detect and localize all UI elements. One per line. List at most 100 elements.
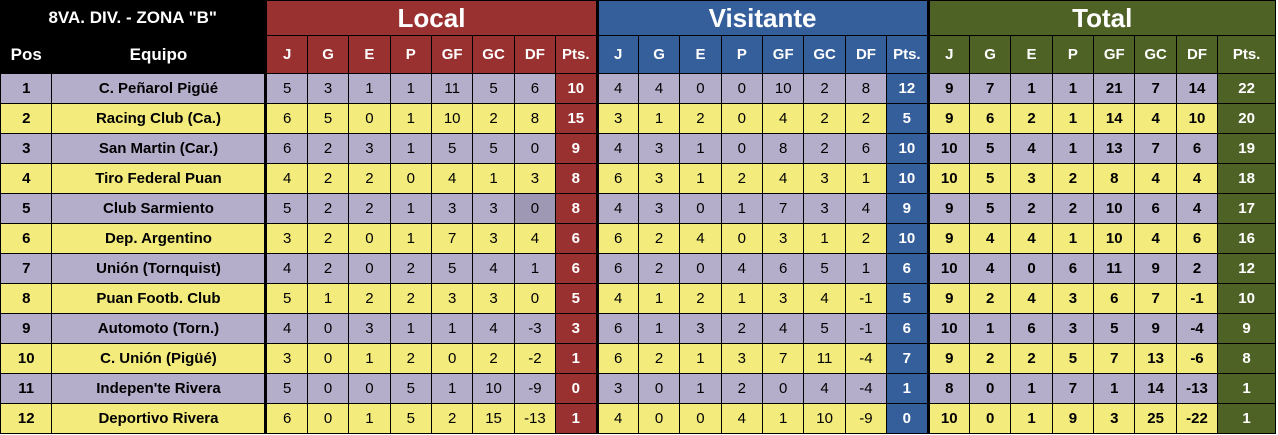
visit-stat-cell: 0 <box>637 403 681 434</box>
visit-stat-cell: 4 <box>595 73 639 104</box>
visit-stat-cell: 1 <box>762 403 805 434</box>
total-stat-cell: 4 <box>968 253 1012 284</box>
team-name-cell: Indepen'te Rivera <box>51 373 267 404</box>
total-stat-cell: 7 <box>1134 73 1177 104</box>
visit-stat-cell: 1 <box>720 193 764 224</box>
table-row: 5 Club Sarmiento 5 2 2 1 3 3 0 8 4 3 0 1 7 3 4 9 9 5 2 2 10 6 4 1… <box>0 193 1276 224</box>
column-header-pos: Pos <box>0 35 53 74</box>
local-stat-cell: 15 <box>472 403 515 434</box>
visit-stat-cell: 1 <box>679 163 722 194</box>
total-stat-cell: 2 <box>1010 103 1053 134</box>
visit-stat-cell: 3 <box>595 373 639 404</box>
visit-stat-cell: 5 <box>886 283 929 314</box>
local-stat-cell: 15 <box>555 103 598 134</box>
visit-stat-cell: 6 <box>844 133 888 164</box>
local-stat-cell: 5 <box>555 283 598 314</box>
local-stat-cell: 1 <box>389 193 432 224</box>
visit-stat-cell: 6 <box>595 343 639 374</box>
position-cell: 7 <box>0 253 53 284</box>
total-stat-cell: 1 <box>1010 373 1053 404</box>
total-stat-cell: -13 <box>1175 373 1219 404</box>
visit-stat-cell: 4 <box>637 73 681 104</box>
visit-stat-cell: 1 <box>679 373 722 404</box>
total-stat-cell: 14 <box>1093 103 1136 134</box>
visit-stat-cell: 3 <box>637 193 681 224</box>
visit-stat-cell: 2 <box>803 133 846 164</box>
position-cell: 11 <box>0 373 53 404</box>
column-header-local-gf: GF <box>430 35 474 74</box>
table-row: 3 San Martin (Car.) 6 2 3 1 5 5 0 9 4 3 1 0 8 2 6 10 10 5 4 1… <box>0 133 1276 164</box>
visit-stat-cell: 2 <box>844 103 888 134</box>
total-stat-cell: 10 <box>1093 223 1136 254</box>
local-stat-cell: 6 <box>264 103 308 134</box>
local-stat-cell: 5 <box>389 373 432 404</box>
total-stat-cell: 20 <box>1217 103 1276 134</box>
total-stat-cell: 9 <box>1051 403 1095 434</box>
visit-stat-cell: 1 <box>844 163 888 194</box>
total-stat-cell: 4 <box>1010 223 1053 254</box>
local-stat-cell: 8 <box>513 103 557 134</box>
team-name-cell: Tiro Federal Puan <box>51 163 267 194</box>
visit-stat-cell: 10 <box>886 223 929 254</box>
table-row: 2 Racing Club (Ca.) 6 5 0 1 10 2 8 15 3 1 2 0 4 2 2 5 9 6 2 1… <box>0 103 1276 134</box>
local-stat-cell: 6 <box>555 253 598 284</box>
visit-stat-cell: 0 <box>720 103 764 134</box>
visit-stat-cell: 5 <box>803 313 846 344</box>
total-stat-cell: 22 <box>1217 73 1276 104</box>
visit-stat-cell: 10 <box>886 163 929 194</box>
local-stat-cell: 5 <box>264 373 308 404</box>
total-stat-cell: 4 <box>1175 163 1219 194</box>
visit-stat-cell: 6 <box>886 253 929 284</box>
position-cell: 1 <box>0 73 53 104</box>
local-stat-cell: 5 <box>264 73 308 104</box>
total-stat-cell: 2 <box>968 343 1012 374</box>
local-stat-cell: 2 <box>306 163 350 194</box>
visit-stat-cell: -1 <box>844 313 888 344</box>
local-stat-cell: 4 <box>264 253 308 284</box>
total-stat-cell: 4 <box>1175 193 1219 224</box>
total-stat-cell: 3 <box>1051 283 1095 314</box>
total-stat-cell: 9 <box>926 343 970 374</box>
local-stat-cell: 0 <box>306 343 350 374</box>
visit-stat-cell: 0 <box>720 73 764 104</box>
local-stat-cell: 1 <box>348 403 391 434</box>
local-stat-cell: 0 <box>306 313 350 344</box>
local-stat-cell: 3 <box>264 343 308 374</box>
total-stat-cell: 2 <box>1051 163 1095 194</box>
visit-stat-cell: 3 <box>762 283 805 314</box>
local-stat-cell: 7 <box>430 223 474 254</box>
local-stat-cell: 6 <box>264 133 308 164</box>
team-name-cell: Club Sarmiento <box>51 193 267 224</box>
local-stat-cell: 0 <box>348 373 391 404</box>
column-header-local-df: DF <box>513 35 557 74</box>
visit-stat-cell: 3 <box>595 103 639 134</box>
local-stat-cell: 2 <box>306 133 350 164</box>
local-stat-cell: 5 <box>264 193 308 224</box>
total-stat-cell: 1 <box>1010 73 1053 104</box>
visit-stat-cell: 6 <box>595 163 639 194</box>
total-stat-cell: 4 <box>1134 163 1177 194</box>
local-stat-cell: 4 <box>430 163 474 194</box>
local-stat-cell: -3 <box>513 313 557 344</box>
position-cell: 4 <box>0 163 53 194</box>
local-stat-cell: 5 <box>389 403 432 434</box>
column-header-total-pts: Pts. <box>1217 35 1276 74</box>
table-row: 11 Indepen'te Rivera 5 0 0 5 1 10 -9 0 3 0 1 2 0 4 -4 1 8 0… <box>0 373 1276 404</box>
visit-stat-cell: 3 <box>679 313 722 344</box>
local-stat-cell: 4 <box>472 313 515 344</box>
local-stat-cell: 2 <box>472 343 515 374</box>
visit-stat-cell: 2 <box>637 343 681 374</box>
total-stat-cell: 3 <box>1093 403 1136 434</box>
local-stat-cell: 1 <box>348 73 391 104</box>
column-header-team: Equipo <box>51 35 267 74</box>
total-stat-cell: 6 <box>1134 193 1177 224</box>
local-stat-cell: 1 <box>555 343 598 374</box>
local-stat-cell: 2 <box>348 283 391 314</box>
total-stat-cell: 11 <box>1093 253 1136 284</box>
total-stat-cell: 10 <box>926 133 970 164</box>
column-header-local-gc: GC <box>472 35 515 74</box>
total-stat-cell: 10 <box>926 313 970 344</box>
local-stat-cell: 1 <box>472 163 515 194</box>
total-stat-cell: 14 <box>1134 373 1177 404</box>
total-stat-cell: 2 <box>1175 253 1219 284</box>
